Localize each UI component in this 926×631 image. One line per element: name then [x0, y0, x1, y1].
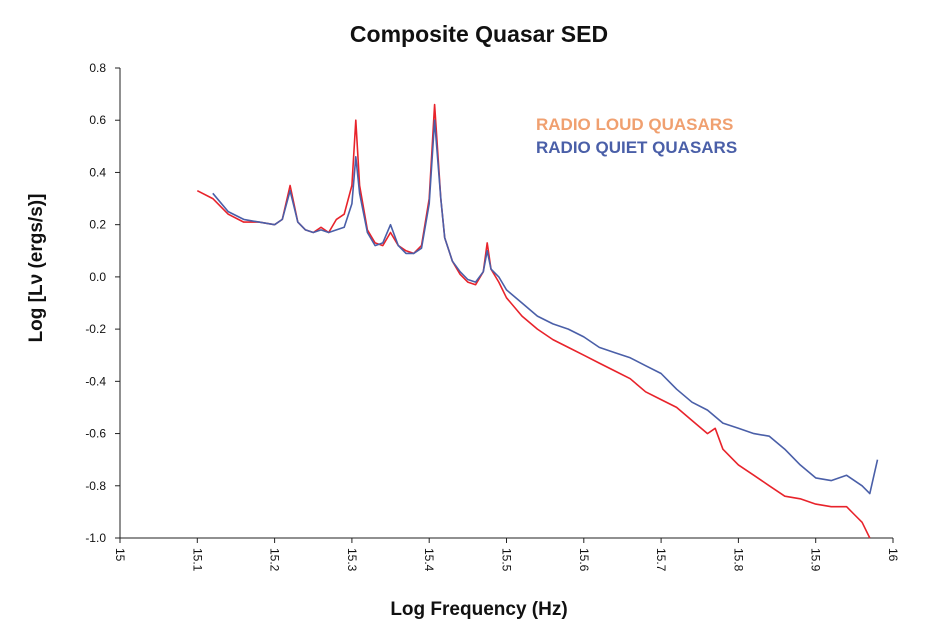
- x-tick-label: 15.3: [345, 548, 359, 572]
- chart-title: Composite Quasar SED: [350, 21, 608, 47]
- y-tick-label: 0.6: [89, 113, 106, 127]
- x-tick-label: 15.9: [809, 548, 823, 572]
- x-tick-label: 15.2: [268, 548, 282, 572]
- y-tick-label: -0.4: [85, 374, 106, 388]
- y-tick-label: -0.2: [85, 322, 106, 336]
- legend-radio-quiet: RADIO QUIET QUASARS: [536, 138, 737, 157]
- y-ticks: 0.8 0.6 0.4 0.2 0.0 -0.2 -0.4 -0.6 -0.8 -1.0: [85, 61, 120, 545]
- y-tick-label: 0.0: [89, 270, 106, 284]
- x-tick-label: 15.8: [731, 548, 745, 572]
- y-tick-label: -1.0: [85, 531, 106, 545]
- x-tick-label: 15.7: [654, 548, 668, 572]
- y-tick-label: 0.2: [89, 218, 106, 232]
- y-tick-label: -0.6: [85, 427, 106, 441]
- y-tick-label: -0.8: [85, 479, 106, 493]
- series-line-radio-loud: [196, 103, 871, 539]
- series-layer: [196, 103, 879, 539]
- x-tick-label: 16: [886, 548, 900, 562]
- y-axis-label: Log [Lν (ergs/s)]: [26, 194, 47, 343]
- legend: RADIO LOUD QUASARS RADIO QUIET QUASARS: [536, 115, 737, 157]
- y-tick-label: 0.4: [89, 165, 106, 179]
- legend-radio-loud: RADIO LOUD QUASARS: [536, 115, 733, 134]
- x-tick-label: 15: [113, 548, 127, 562]
- x-tick-label: 15.6: [577, 548, 591, 572]
- x-tick-label: 15.1: [190, 548, 204, 572]
- y-tick-label: 0.8: [89, 61, 106, 75]
- series-line-radio-quiet: [212, 119, 879, 495]
- x-tick-label: 15.4: [422, 548, 436, 572]
- x-tick-label: 15.5: [500, 548, 514, 572]
- x-axis-label: Log Frequency (Hz): [390, 599, 567, 620]
- x-ticks: 15 15.1 15.2 15.3 15.4 15.5 15.6 15.7 15.8 15.9 16: [113, 538, 900, 572]
